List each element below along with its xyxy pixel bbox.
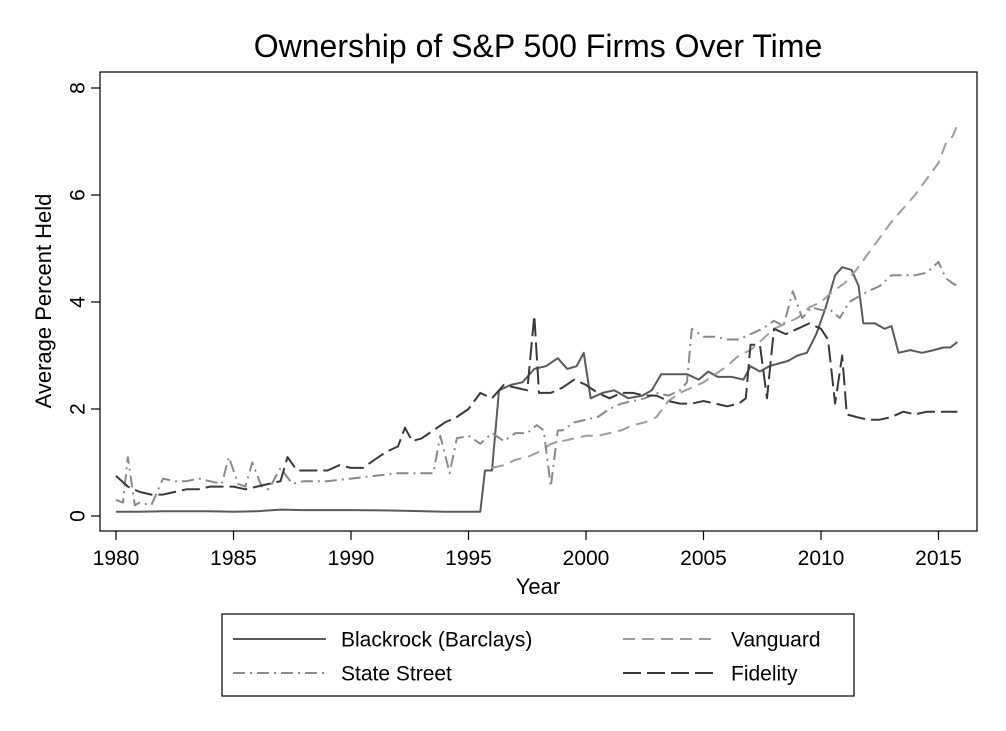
legend-box: [221, 613, 855, 697]
x-tick-label: 2000: [563, 547, 610, 570]
series-group: [115, 125, 959, 513]
x-tick-label: 1995: [445, 547, 492, 570]
legend-label-vanguard: Vanguard: [731, 628, 821, 651]
x-axis: 1980 1985 1990 1995 2000 2005 2010 2015: [93, 531, 962, 570]
series-line-state-street: [115, 260, 958, 507]
legend-label-state-street: State Street: [341, 662, 452, 685]
x-axis-title: Year: [516, 574, 560, 599]
x-tick-label: 1985: [210, 547, 257, 570]
series-line-fidelity: [115, 314, 958, 496]
chart-title: Ownership of S&P 500 Firms Over Time: [254, 28, 822, 64]
y-axis-title: Average Percent Held: [31, 194, 56, 409]
legend-label-fidelity: Fidelity: [731, 662, 798, 685]
x-tick-label: 1980: [93, 547, 140, 570]
y-tick-label: 4: [66, 296, 89, 308]
y-tick-label: 2: [66, 403, 89, 415]
series-line-vanguard: [491, 125, 959, 469]
x-tick-label: 2010: [798, 547, 845, 570]
legend: Blackrock (Barclays) Vanguard State Street…: [221, 613, 855, 697]
y-tick-label: 8: [66, 82, 89, 94]
x-tick-label: 2015: [915, 547, 962, 570]
series-line-blackrock-barclays: [116, 266, 958, 513]
y-axis: 0 2 4 6 8: [66, 82, 100, 522]
x-tick-label: 1990: [328, 547, 375, 570]
y-tick-label: 6: [66, 189, 89, 201]
legend-label-blackrock-barclays: Blackrock (Barclays): [341, 628, 532, 651]
x-tick-label: 2005: [680, 547, 727, 570]
y-tick-label: 0: [66, 510, 89, 522]
